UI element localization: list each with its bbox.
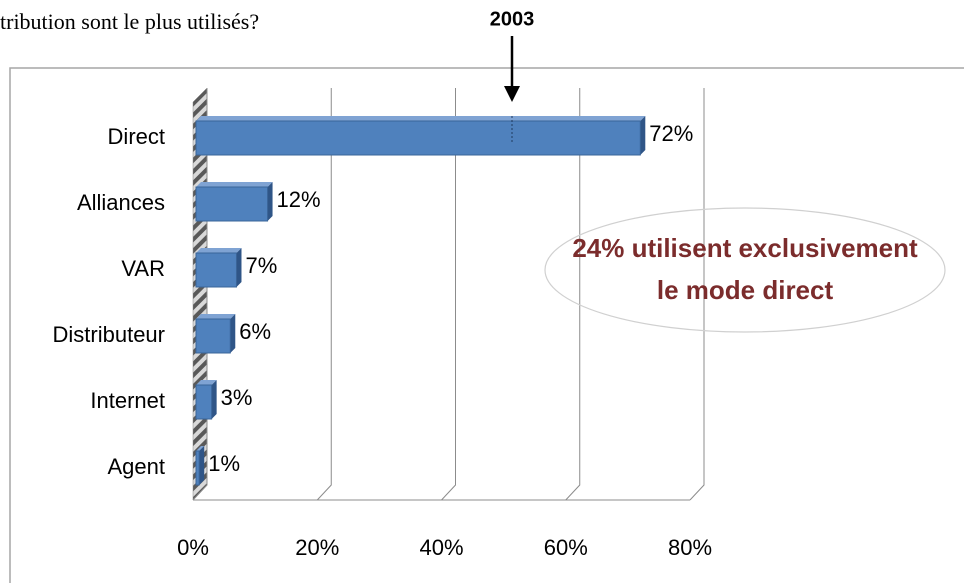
value-label: 12% <box>277 187 321 212</box>
grid-line <box>689 88 705 501</box>
bar-side <box>640 116 646 155</box>
bar <box>195 252 237 288</box>
annotation-arrowhead <box>504 86 520 102</box>
bar-top <box>196 116 646 121</box>
y-tick-label: Distributeur <box>53 322 165 347</box>
bar <box>195 384 213 420</box>
x-tick-label: 0% <box>177 535 209 560</box>
grid-line <box>316 88 332 501</box>
grid-line <box>565 88 581 501</box>
y-tick-label: VAR <box>121 256 165 281</box>
annotation-year: 2003 <box>490 8 535 30</box>
bar-top <box>196 380 217 385</box>
value-label: 72% <box>649 121 693 146</box>
annotation-text: le mode direct <box>657 275 834 305</box>
bar <box>195 186 269 222</box>
value-label: 1% <box>208 451 240 476</box>
value-label: 6% <box>239 319 271 344</box>
annotation-text: 24% utilisent exclusivement <box>572 233 918 263</box>
bar <box>195 450 200 486</box>
grid-line <box>441 88 456 501</box>
y-tick-label: Alliances <box>77 190 165 215</box>
annotation-ellipse <box>544 207 946 333</box>
chart-title: tribution sont le plus utilisés? <box>0 9 259 34</box>
bar-top <box>196 182 273 187</box>
bar-side <box>267 182 273 221</box>
value-label: 3% <box>221 385 253 410</box>
x-tick-label: 40% <box>419 535 463 560</box>
value-label: 7% <box>245 253 277 278</box>
y-tick-label: Direct <box>108 124 165 149</box>
bar-side <box>211 380 217 419</box>
y-tick-label: Agent <box>108 454 166 479</box>
bar <box>195 120 641 156</box>
bar-side <box>199 446 205 485</box>
bar-side <box>230 314 236 353</box>
y-tick-label: Internet <box>90 388 165 413</box>
bars <box>195 116 646 486</box>
bar <box>195 318 231 354</box>
x-tick-label: 20% <box>295 535 339 560</box>
bar-side <box>236 248 242 287</box>
bar-top <box>196 314 236 319</box>
bar-top <box>196 248 242 253</box>
bar-top <box>196 446 205 451</box>
x-tick-label: 80% <box>668 535 712 560</box>
x-tick-label: 60% <box>544 535 588 560</box>
